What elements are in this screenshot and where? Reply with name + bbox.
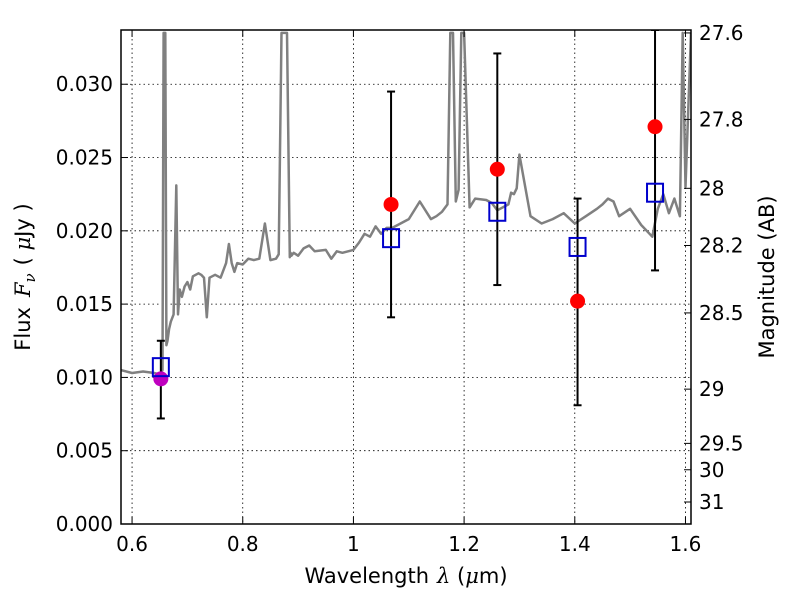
x-tick-label: 0.6: [116, 532, 148, 556]
axis-ticks: 0.6 0.8 1 1.2 1.4 1.6 0.000 0.005 0.010 0.015 0.02…: [56, 21, 744, 556]
observed-point: [383, 196, 399, 212]
model-point: [151, 357, 170, 378]
observed-points: [153, 119, 663, 387]
y-right-tick-label: 31: [699, 490, 724, 514]
y-tick-label: 0.005: [56, 439, 113, 463]
model-points: [151, 182, 665, 378]
template-sed-line: [121, 31, 691, 376]
y-tick-label: 0.000: [56, 512, 113, 536]
observed-point: [647, 119, 663, 135]
y-right-tick-label: 27.8: [699, 107, 744, 131]
x-tick-label: 1.6: [670, 532, 702, 556]
error-bars: [156, 30, 660, 420]
y-axis-label: FluxFν( μJy ): [11, 203, 39, 350]
y-tick-label: 0.020: [56, 219, 113, 243]
y-tick-label: 0.010: [56, 365, 113, 389]
y-right-tick-label: 29.5: [699, 431, 744, 455]
x-tick-label: 1.4: [559, 532, 591, 556]
y-tick-label: 0.030: [56, 72, 113, 96]
observed-point: [489, 161, 505, 177]
y-right-tick-label: 27.6: [699, 21, 744, 45]
y-right-tick-label: 30: [699, 458, 724, 482]
observed-point: [570, 293, 586, 309]
model-point: [646, 182, 665, 203]
grid: [121, 30, 691, 524]
x-tick-label: 1: [347, 532, 360, 556]
x-axis-label: Wavelength λ (μm): [304, 564, 507, 588]
x-tick-label: 1.2: [448, 532, 480, 556]
model-point: [382, 228, 401, 249]
y-tick-label: 0.025: [56, 146, 113, 170]
y-axis-right-label: Magnitude (AB): [755, 195, 779, 358]
x-tick-label: 0.8: [227, 532, 259, 556]
model-point: [488, 201, 507, 222]
y-right-tick-label: 28: [699, 176, 724, 200]
model-point: [568, 236, 587, 257]
observed-point: [153, 371, 169, 387]
y-right-tick-label: 29: [699, 377, 724, 401]
y-right-tick-label: 28.2: [699, 233, 744, 257]
plot-frame: [120, 29, 692, 525]
y-tick-label: 0.015: [56, 292, 113, 316]
y-right-tick-label: 28.5: [699, 301, 744, 325]
